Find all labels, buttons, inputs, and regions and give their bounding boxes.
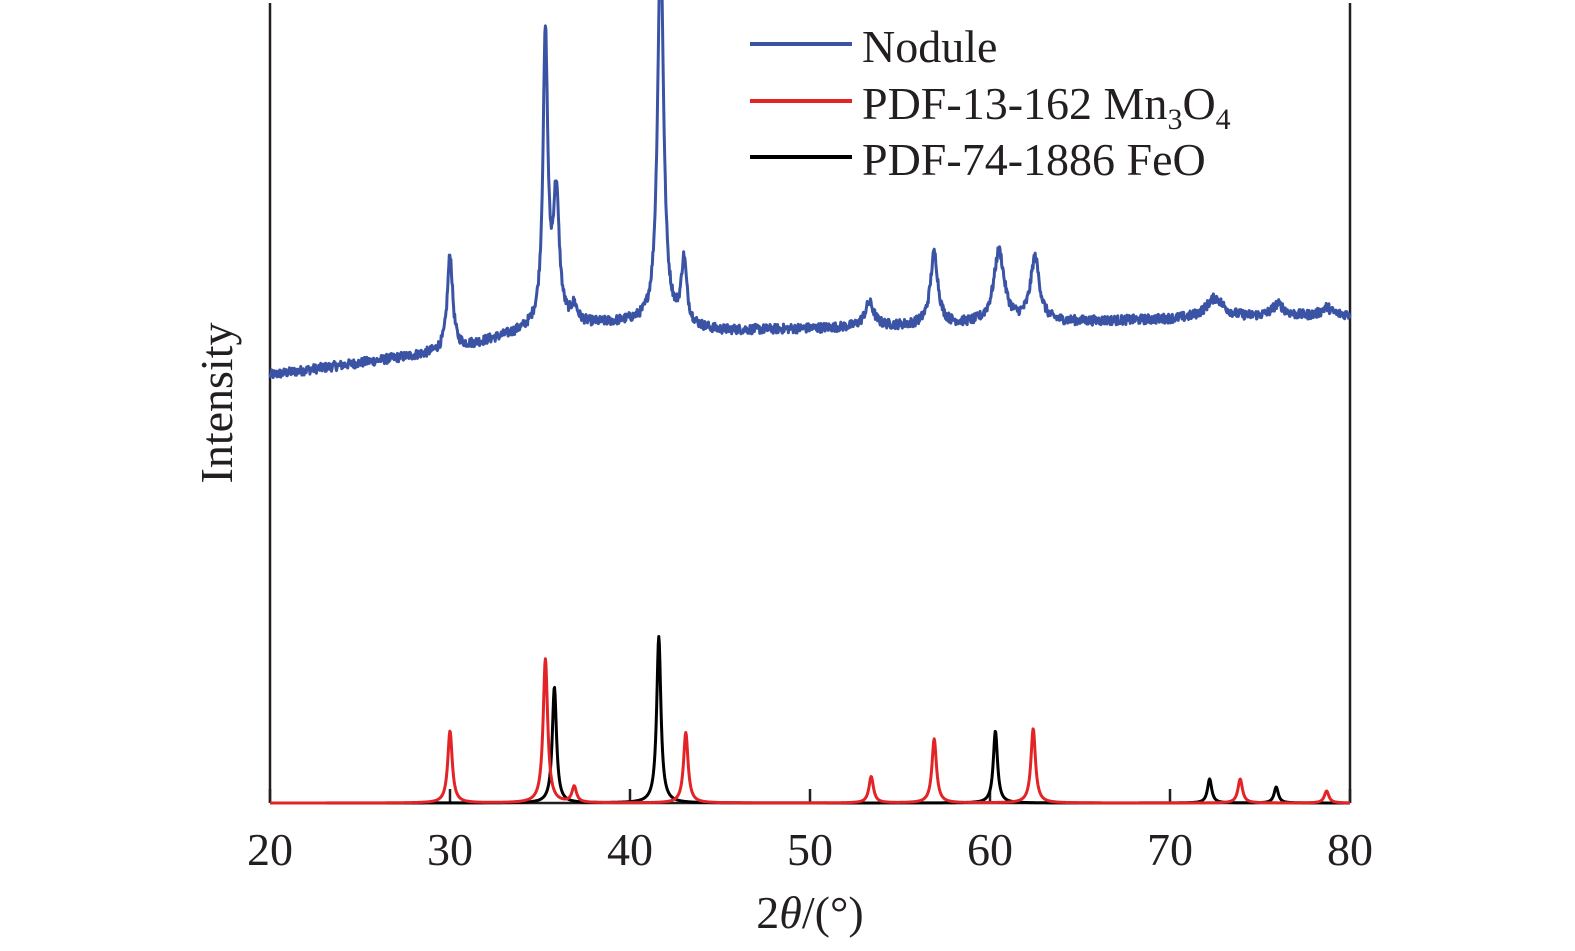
x-tick-label-20: 20: [247, 824, 293, 875]
legend-label-feo: PDF-74-1886 FeO: [862, 134, 1206, 185]
legend-label-nodule: Nodule: [862, 21, 997, 72]
series-line-2: [269, 635, 1351, 805]
y-axis-title: Intensity: [191, 323, 242, 484]
series-line-0: [268, 0, 1352, 380]
legend-item-nodule: Nodule: [750, 21, 997, 72]
x-tick-label-70: 70: [1147, 824, 1193, 875]
x-axis-title: 2θ/(°): [756, 887, 863, 938]
x-tick-label-60: 60: [967, 824, 1013, 875]
x-tick-label-80: 80: [1327, 824, 1373, 875]
x-tick-label-30: 30: [427, 824, 473, 875]
legend: Nodule PDF-13-162 Mn3O4 PDF-74-1886 FeO: [750, 21, 1231, 185]
legend-label-mn3o4: PDF-13-162 Mn3O4: [862, 78, 1231, 136]
legend-item-mn3o4: PDF-13-162 Mn3O4: [750, 78, 1231, 136]
x-tick-label-50: 50: [787, 824, 833, 875]
x-tick-labels: 20 30 40 50 60 70 80: [247, 824, 1373, 875]
series-line-1: [269, 657, 1351, 805]
series-layer: [268, 0, 1352, 805]
x-tick-label-40: 40: [607, 824, 653, 875]
legend-item-feo: PDF-74-1886 FeO: [750, 134, 1206, 185]
